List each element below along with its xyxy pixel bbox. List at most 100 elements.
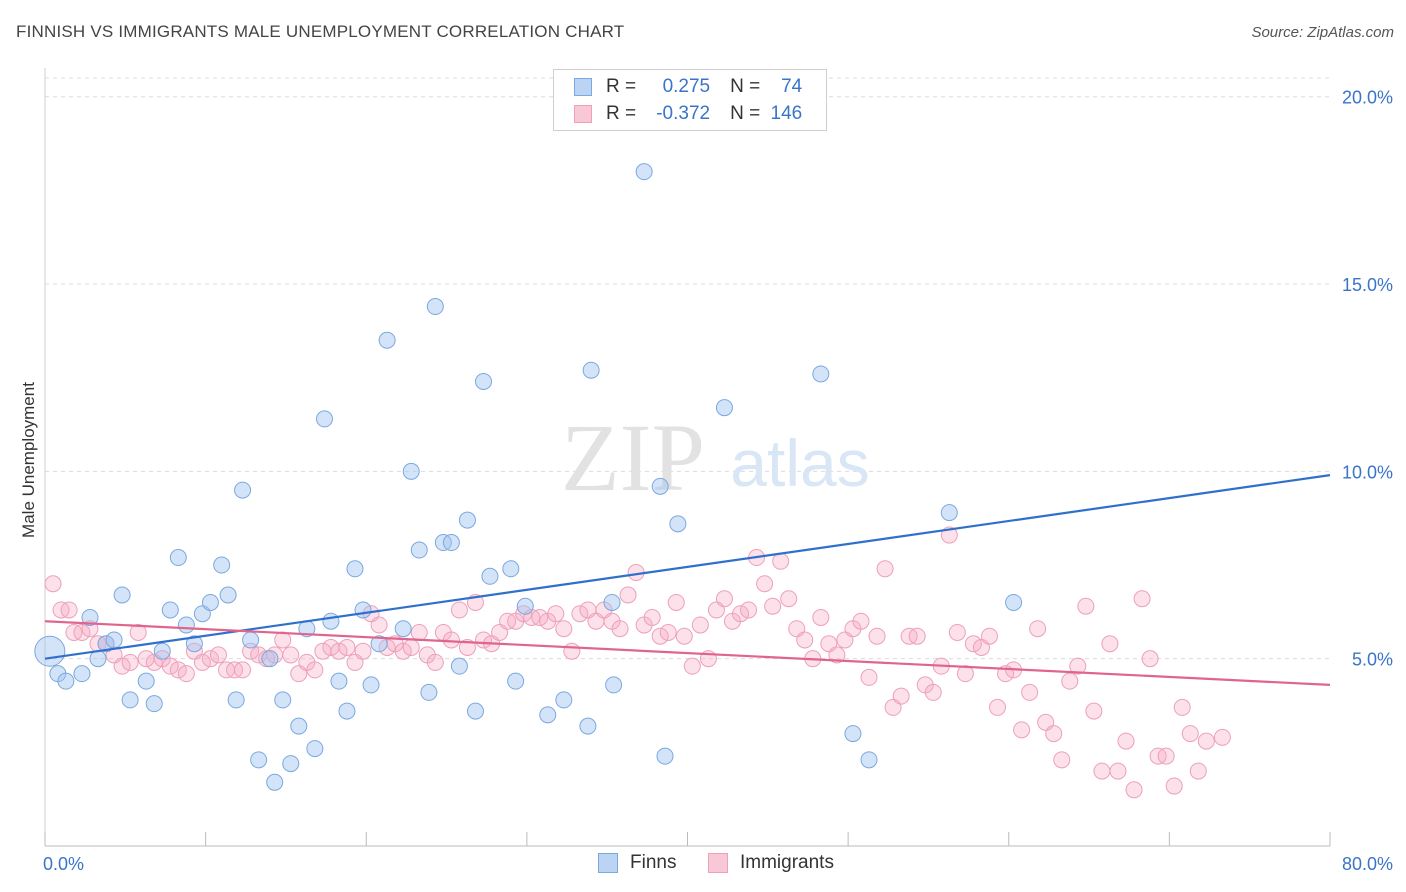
finns-point [860, 751, 878, 769]
watermark: ZIP atlas [561, 404, 870, 511]
immigrants-point [756, 575, 774, 593]
immigrants-point [1157, 747, 1175, 765]
finns-n-label: N = [730, 76, 761, 97]
finns-point [153, 642, 171, 660]
immigrants-point [1189, 762, 1207, 780]
immigrants-point [1165, 777, 1183, 795]
legend-row-immigrants: R = -0.372 N = 146 [574, 101, 802, 127]
immigrants-point [683, 657, 701, 675]
finns-point [940, 504, 958, 522]
immigrants-point [1141, 650, 1159, 668]
finns-point [290, 717, 308, 735]
immigrants-point [193, 653, 211, 671]
finns-point [715, 399, 733, 417]
immigrants-point [1173, 698, 1191, 716]
immigrants-point [169, 661, 187, 679]
immigrants-point [177, 665, 195, 683]
immigrants-point [1053, 751, 1071, 769]
finns-point [219, 586, 237, 604]
finns-point [89, 650, 107, 668]
finns-point [481, 567, 499, 585]
finns-point [605, 676, 623, 694]
immigrants-point [611, 620, 629, 638]
immigrants-point [667, 593, 685, 611]
finns-point [282, 755, 300, 773]
immigrants-point [129, 623, 147, 641]
finns-point [656, 747, 674, 765]
immigrants-point [410, 623, 428, 641]
source-label: Source: ZipAtlas.com [1251, 24, 1394, 41]
finns-point [442, 534, 460, 552]
immigrants-point [715, 590, 733, 608]
finns-point [161, 601, 179, 619]
finns-point [177, 616, 195, 634]
immigrants-point [740, 601, 758, 619]
immigrants-r-label: R = [606, 103, 637, 124]
y-axis-label: Male Unemployment [19, 382, 38, 538]
immigrants-point [1109, 762, 1127, 780]
finns-point [844, 725, 862, 743]
immigrants-point [764, 597, 782, 615]
finns-point [378, 331, 396, 349]
immigrants-point [908, 627, 926, 645]
immigrants-point [378, 638, 396, 656]
finns-point [539, 706, 557, 724]
finns-point [579, 717, 597, 735]
finns-point [354, 601, 372, 619]
finns-point [516, 597, 534, 615]
immigrants-point [1133, 590, 1151, 608]
immigrants-point [868, 627, 886, 645]
watermark-zip: ZIP [561, 404, 705, 511]
finns-point [213, 556, 231, 574]
finns-point [669, 515, 687, 533]
finns-n-value: 74 [781, 76, 803, 97]
finns-point [402, 462, 420, 480]
chart-title: FINNISH VS IMMIGRANTS MALE UNEMPLOYMENT … [16, 22, 625, 41]
immigrants-point [796, 631, 814, 649]
immigrants-point [691, 616, 709, 634]
finns-point [502, 560, 520, 578]
immigrants-point [956, 665, 974, 683]
finns-point [57, 672, 75, 690]
immigrants-point [1117, 732, 1135, 750]
immigrants-point [1045, 725, 1063, 743]
immigrants-point [651, 627, 669, 645]
stats-legend: R = 0.275 N = 74 R = -0.372 N = 146 [553, 69, 827, 131]
finns-point [812, 365, 830, 383]
finns-point [338, 702, 356, 720]
y-tick-label: 20.0% [1342, 88, 1393, 108]
finns-point [121, 691, 139, 709]
finns-point [97, 635, 115, 653]
y-tick-label: 5.0% [1352, 650, 1393, 670]
immigrants-point [531, 608, 549, 626]
immigrants-point [555, 620, 573, 638]
immigrants-point [1085, 702, 1103, 720]
immigrants-point [201, 650, 219, 668]
immigrants-point [812, 608, 830, 626]
immigrants-point [772, 552, 790, 570]
finns-r-label: R = [606, 76, 637, 97]
immigrants-point [860, 668, 878, 686]
finns-point [234, 481, 252, 499]
immigrants-point [450, 601, 468, 619]
finns-point [466, 702, 484, 720]
y-tick-label: 10.0% [1342, 462, 1393, 482]
immigrants-point [1125, 781, 1143, 799]
immigrants-point [828, 646, 846, 664]
immigrants-n-value: 146 [770, 103, 803, 124]
finns-point [315, 410, 333, 428]
immigrants-point [980, 627, 998, 645]
immigrants-point [282, 646, 300, 664]
finns-point [250, 751, 268, 769]
immigrants-point [402, 638, 420, 656]
immigrants-point [732, 605, 750, 623]
immigrants-point [643, 608, 661, 626]
immigrants-point [1013, 721, 1031, 739]
finns-point [145, 695, 163, 713]
finns-point [169, 549, 187, 567]
finns-point [201, 593, 219, 611]
finns-point [113, 586, 131, 604]
finns-point [651, 477, 669, 495]
legend-row-finns: R = 0.275 N = 74 [574, 74, 802, 100]
